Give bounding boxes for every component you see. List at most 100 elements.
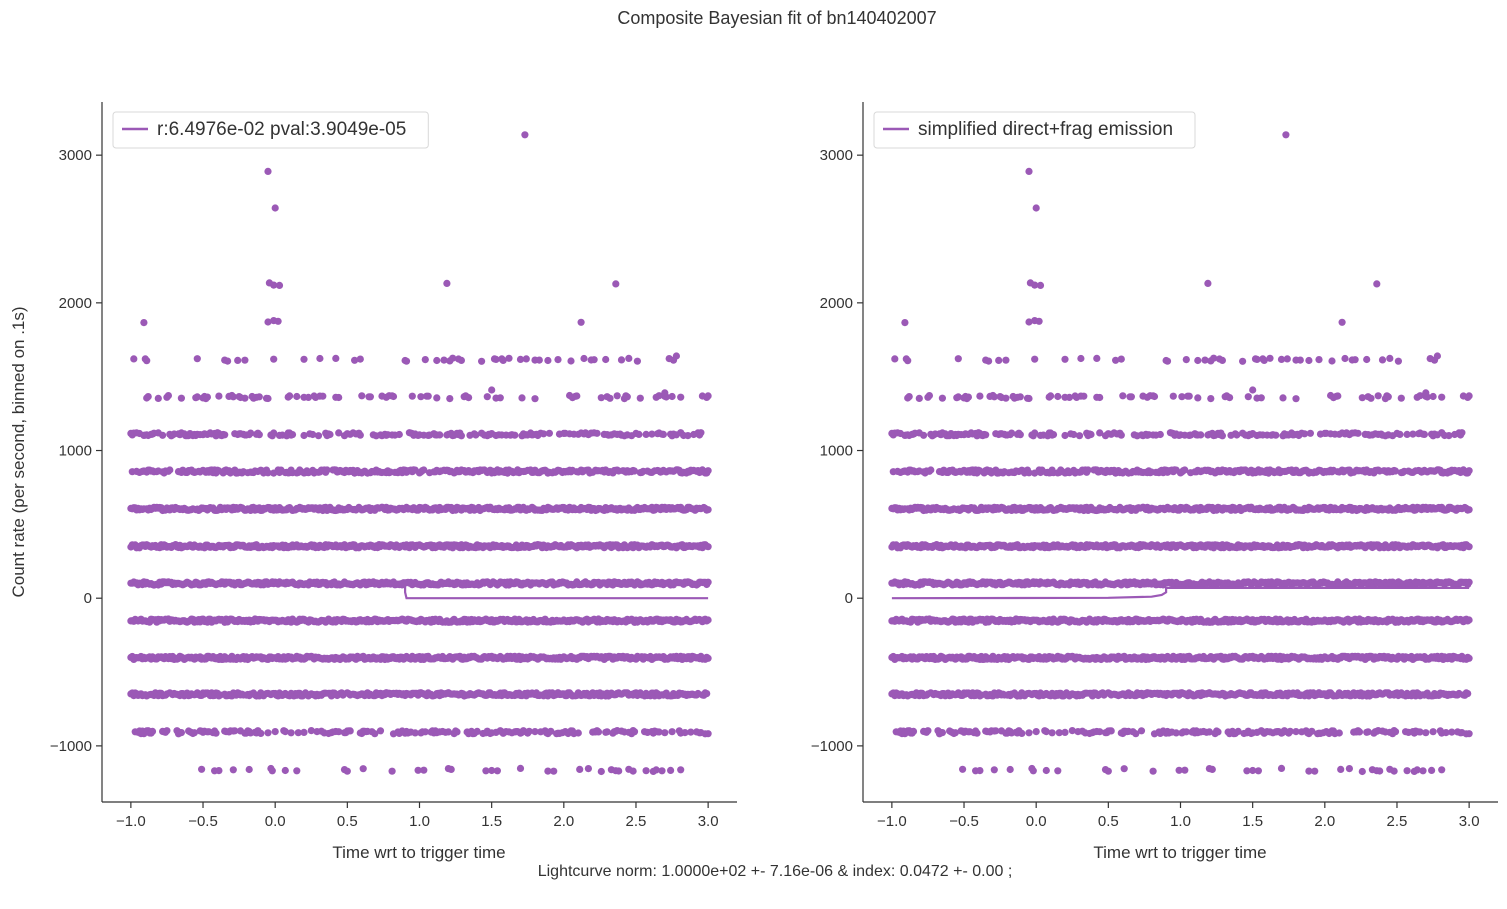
left-scatter-outlier	[140, 319, 148, 327]
left-y-tick-label: 2000	[59, 295, 92, 312]
left-scatter-point	[245, 765, 253, 774]
right-scatter-point	[1137, 727, 1146, 735]
right-x-tick-label: 1.5	[1242, 813, 1263, 830]
left-scatter-point	[421, 356, 429, 364]
right-scatter-point	[1465, 654, 1473, 662]
right-scatter-point	[1391, 728, 1400, 736]
left-scatter-point	[234, 356, 242, 364]
left-scatter-outlier	[521, 131, 529, 139]
left-scatter-point	[358, 392, 366, 400]
left-scatter-point	[590, 356, 598, 364]
left-scatter-outlier	[661, 389, 669, 397]
left-scatter-point	[300, 728, 308, 737]
right-scatter-point	[1335, 729, 1343, 737]
left-scatter-point	[704, 730, 712, 738]
right-scatter-point	[1465, 730, 1473, 738]
left-y-tick-label: 3000	[59, 147, 92, 164]
left-scatter-point	[281, 728, 289, 736]
right-scatter-point	[1419, 767, 1427, 775]
left-scatter-point	[190, 729, 198, 737]
left-scatter-point	[597, 767, 605, 776]
left-scatter-point	[264, 729, 272, 737]
right-scatter-point	[938, 729, 947, 737]
left-scatter-point	[346, 727, 354, 735]
right-y-tick-label: 2000	[820, 295, 853, 312]
left-scatter-point	[163, 727, 171, 735]
right-y-tick-label: −1000	[811, 738, 853, 755]
right-x-tick-label: 0.5	[1098, 813, 1119, 830]
right-scatter-point	[1358, 767, 1366, 776]
left-scatter-point	[388, 767, 396, 775]
left-scatter-point	[655, 728, 663, 736]
left-scatter-outlier	[264, 167, 272, 175]
left-scatter-point	[421, 728, 429, 736]
right-scatter-point	[909, 727, 918, 736]
left-scatter-point	[203, 393, 211, 401]
left-scatter-outlier	[488, 386, 496, 394]
left-scatter-point	[580, 354, 588, 363]
right-scatter-point	[1208, 765, 1216, 774]
right-scatter-point	[1390, 767, 1398, 775]
left-scatter-point	[573, 392, 581, 400]
left-scatter-point	[144, 393, 152, 401]
left-scatter-point	[294, 729, 302, 737]
left-scatter-point	[633, 357, 642, 365]
left-scatter-point	[371, 730, 379, 738]
left-scatter-point	[522, 355, 530, 363]
left-scatter-point	[584, 765, 593, 773]
right-scatter-point	[1254, 767, 1262, 775]
left-scatter-outlier	[672, 352, 681, 360]
right-scatter-point	[1465, 616, 1473, 624]
right-scatter-point	[1429, 728, 1437, 736]
right-scatter-point	[1029, 767, 1037, 775]
left-panel: −1.0 −0.5 0.0 0.5 1.0 1.5 2.0 2.5 3.0−1000010002…	[50, 102, 737, 830]
right-scatter-point	[973, 729, 981, 737]
left-scatter-point	[603, 728, 611, 736]
left-scatter-point	[547, 727, 555, 735]
left-scatter-point	[241, 394, 249, 402]
left-scatter-point	[617, 356, 626, 364]
left-scatter-point	[473, 727, 481, 736]
left-y-tick-label: −1000	[50, 738, 92, 755]
left-legend: r:6.4976e-02 pval:3.9049e-05	[112, 111, 429, 149]
right-scatter-point	[1042, 766, 1050, 775]
left-legend-label: r:6.4976e-02 pval:3.9049e-05	[157, 119, 406, 140]
left-x-tick-label: 1.0	[409, 813, 430, 830]
left-scatter-point	[457, 432, 465, 440]
left-scatter-point	[635, 430, 643, 438]
left-x-tick-label: 1.5	[481, 813, 502, 830]
right-scatter-point	[1054, 767, 1062, 775]
left-scatter-point	[288, 431, 297, 439]
left-y-tick-label: 0	[84, 590, 92, 607]
left-scatter-point	[307, 727, 315, 735]
right-scatter-point	[1149, 767, 1157, 775]
left-scatter-point	[493, 767, 501, 775]
left-scatter-point	[193, 355, 201, 363]
left-scatter-point	[630, 728, 639, 736]
right-scatter-point	[1464, 690, 1472, 698]
left-scatter-point	[482, 767, 490, 775]
right-y-tick-label: 1000	[820, 443, 853, 460]
right-scatter-point	[1376, 767, 1384, 775]
left-scatter-point	[636, 394, 644, 402]
right-panel: −1.0 −0.5 0.0 0.5 1.0 1.5 2.0 2.5 3.0−1000010002…	[811, 102, 1498, 830]
left-scatter-point	[687, 728, 695, 736]
left-scatter-point	[255, 431, 263, 439]
left-scatter-point	[525, 727, 533, 735]
left-scatter-point	[667, 766, 675, 775]
left-scatter-point	[704, 654, 712, 662]
right-scatter-point	[1032, 728, 1040, 736]
left-y-tick-label: 1000	[59, 443, 92, 460]
left-scatter-point	[453, 728, 461, 736]
left-scatter-outlier	[274, 317, 282, 325]
right-x-tick-label: 2.5	[1387, 813, 1408, 830]
left-scatter-point	[177, 394, 185, 402]
left-scatter-outlier	[443, 279, 451, 287]
right-x-tick-label: 3.0	[1459, 813, 1480, 830]
right-scatter-point	[1214, 728, 1222, 736]
left-scatter-point	[356, 355, 364, 363]
left-scatter-point	[215, 767, 223, 775]
left-scatter-point	[166, 466, 174, 474]
right-scatter-point	[924, 727, 932, 735]
left-scatter-point	[697, 429, 705, 437]
